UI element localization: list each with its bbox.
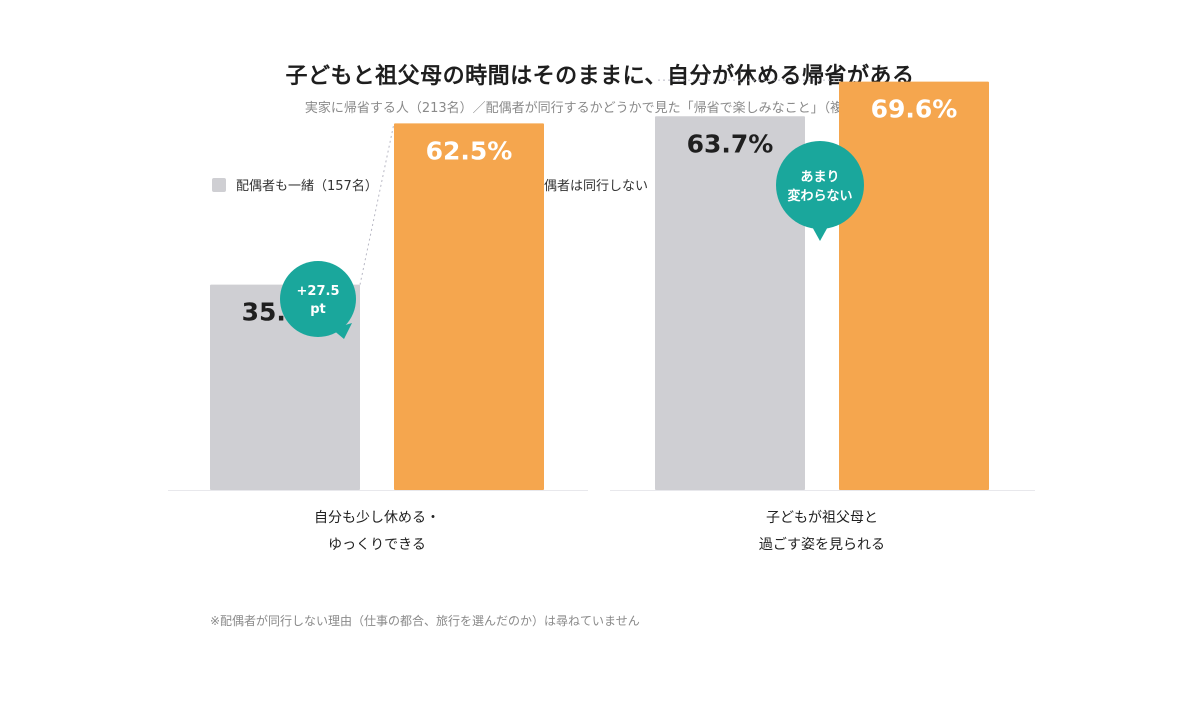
- bubble-difference-text-0: +27.5: [297, 284, 340, 299]
- category-label-1-1: 過ごす姿を見られる: [759, 537, 885, 553]
- bubble-similar-text-0: あまり: [800, 170, 839, 185]
- chart-title: 子どもと祖父母の時間はそのままに、自分が休める帰省がある: [285, 64, 915, 89]
- difference-connector: [359, 123, 395, 285]
- bubble-similar: [776, 141, 864, 229]
- category-label-1-0: 子どもが祖父母と: [766, 510, 878, 526]
- bar-1-0: [394, 123, 544, 490]
- value-label-1-1: 69.6%: [871, 95, 958, 124]
- legend-item-with-spouse: 配偶者も一緒（157名）: [212, 175, 378, 194]
- value-label-0-1: 63.7%: [687, 129, 774, 158]
- legend-swatch-with-spouse: [212, 177, 226, 192]
- bubble-difference: [280, 261, 356, 337]
- bar-1-1: [839, 81, 989, 491]
- category-label-0-1: ゆっくりできる: [328, 537, 426, 553]
- bubble-similar-text-1: 変わらない: [787, 188, 852, 204]
- bar-0-1: [655, 116, 805, 490]
- value-label-1-0: 62.5%: [426, 136, 513, 165]
- footnote: ※配偶者が同行しない理由（仕事の都合、旅行を選んだのか）は尋ねていません: [210, 614, 640, 628]
- legend-label-with-spouse: 配偶者も一緒（157名）: [236, 179, 378, 194]
- bubble-tail-difference: [332, 323, 352, 339]
- category-label-0-0: 自分も少し休める・: [314, 510, 440, 526]
- chart-subtitle: 実家に帰省する人（213名）／配偶者が同行するかどうかで見た「帰省で楽しみなこと…: [304, 101, 896, 116]
- bubble-difference-text-1: pt: [310, 302, 326, 317]
